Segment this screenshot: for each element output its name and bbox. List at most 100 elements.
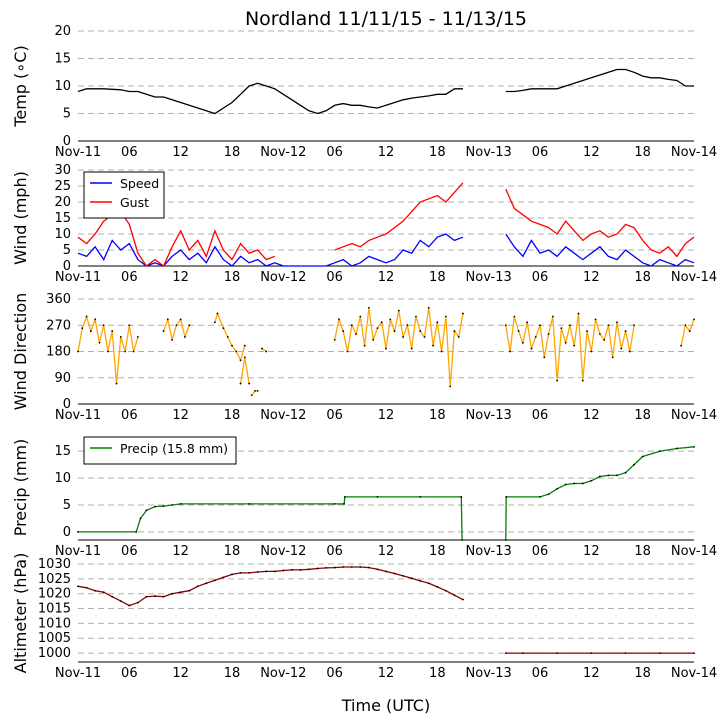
x-tick-label: 12 [378,666,395,681]
data-point [633,463,636,466]
data-point [530,347,533,350]
data-point [380,321,383,324]
x-tick-label: Nov-11 [55,270,101,285]
data-point [624,330,627,332]
x-tick-label: 18 [429,544,446,559]
data-point [547,493,550,496]
data-point [338,318,340,321]
data-point [436,321,439,324]
x-tick-label: 18 [634,544,651,559]
data-point [344,496,346,498]
data-point [376,568,379,571]
y-tick-label: 30 [54,163,71,178]
data-point [569,324,571,327]
data-point [385,570,387,573]
data-point [444,315,447,318]
x-tick-label: 12 [172,270,189,285]
x-tick-label: 06 [326,544,343,559]
data-point [603,338,606,341]
data-point [402,574,405,577]
data-point [680,344,683,347]
data-point [256,571,259,573]
data-point [393,330,396,332]
x-tick-label: Nov-12 [260,544,306,559]
data-point [675,447,678,450]
x-tick-label: 18 [429,270,446,285]
data-point [521,341,524,344]
y-tick-label: 20 [54,195,71,210]
data-point [598,333,601,335]
data-point [462,312,464,315]
x-tick-label: 12 [172,145,189,160]
data-point [410,347,413,350]
series-line-speed [505,233,695,267]
data-point [243,344,246,347]
y-tick-label: 1010 [38,616,71,631]
x-tick-label: 12 [583,145,600,160]
x-tick-label: Nov-14 [671,270,717,285]
x-tick-label: 06 [532,544,549,559]
data-point [620,347,623,350]
data-point [564,341,567,344]
data-point [504,324,507,327]
data-point [616,321,618,324]
legend [83,171,165,219]
panel-precip: 0 5 10 15 Nov-11 06 12 18 Nov-12 06 12 18 Nov-13 06 12… [11,436,717,559]
data-point [188,324,191,327]
data-point [179,503,182,505]
data-point [175,324,178,327]
y-tick-label: 5 [63,243,71,258]
series-line-direction [334,307,464,387]
data-point [333,503,336,505]
data-point [350,324,353,327]
data-point [693,318,695,321]
data-point [273,570,276,573]
data-point [590,479,593,482]
data-point [119,336,122,338]
data-point [333,338,336,341]
data-point [440,350,443,353]
data-point [406,324,409,327]
data-point [290,569,293,571]
data-point [355,333,357,335]
x-tick-label: 06 [121,666,138,681]
data-point [162,505,165,507]
data-point [265,570,268,573]
y-tick-label: 10 [54,79,71,94]
data-point [693,445,695,448]
data-point [633,324,636,327]
data-point [517,330,520,332]
data-point [393,572,396,575]
data-point [124,350,126,353]
data-point [243,356,246,359]
legend-label: Speed [120,176,159,191]
data-point [226,336,229,338]
data-point [171,592,174,595]
data-point [526,321,529,324]
data-point [581,379,584,382]
data-point [77,585,79,588]
data-point [261,347,263,350]
x-tick-label: Nov-12 [260,666,306,681]
data-point [135,531,138,533]
data-point [359,566,362,568]
data-point [573,344,576,347]
data-point [372,338,375,341]
data-point [543,356,546,359]
data-point [119,600,122,603]
x-tick-label: 12 [378,408,395,423]
data-point [410,577,413,580]
series-line-gust [77,210,276,268]
data-point [628,350,631,353]
y-tick-label: 270 [46,318,71,333]
x-tick-label: Nov-12 [260,145,306,160]
data-point [216,312,219,315]
y-tick-label: 10 [54,471,71,486]
data-point [462,598,464,601]
data-point [693,652,695,654]
data-point [145,509,148,512]
data-point [265,350,268,353]
data-point [415,315,417,318]
x-tick-label: 06 [121,270,138,285]
